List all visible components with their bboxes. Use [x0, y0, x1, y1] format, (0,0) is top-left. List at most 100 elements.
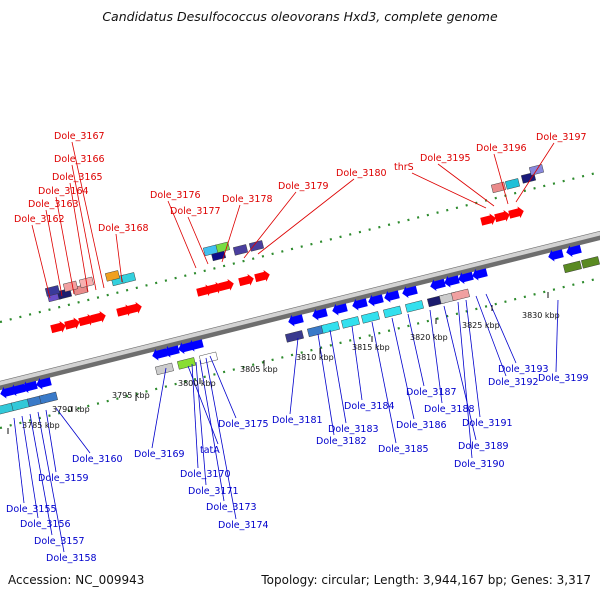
accession-text: Accession: NC_009943	[8, 573, 145, 587]
forward-gene-label: Dole_3165	[52, 172, 103, 183]
forward-leader-line	[167, 200, 197, 269]
reverse-gene-arrow	[10, 383, 26, 397]
reverse-leader-line	[195, 361, 207, 486]
reverse-leader-line	[289, 337, 299, 415]
reverse-gene-label: Dole_3156	[20, 519, 71, 530]
reverse-feature-block	[39, 391, 58, 405]
forward-feature-block	[490, 181, 507, 194]
forward-gene-arrow	[90, 310, 106, 324]
reverse-leader-line	[429, 309, 443, 404]
forward-gene-label: Dole_3178	[222, 194, 273, 205]
reverse-gene-arrow	[368, 294, 384, 307]
forward-leader-line	[187, 216, 209, 265]
forward-gene-label: Dole_3176	[150, 190, 201, 201]
reverse-gene-label: Dole_3158	[46, 553, 97, 564]
reverse-gene-arrow	[548, 249, 564, 262]
reverse-leader-line	[475, 295, 507, 377]
reverse-leader-line	[485, 293, 517, 364]
reverse-gene-label: Dole_3185	[378, 444, 429, 455]
scale-tick-label: 3805 kbp	[240, 365, 278, 374]
reverse-gene-arrow	[458, 271, 474, 285]
reverse-leader-line	[209, 355, 237, 419]
forward-gene-arrow	[480, 213, 496, 226]
reverse-feature-block	[383, 305, 402, 319]
reverse-gene-label: Dole_3159	[38, 473, 89, 484]
reverse-leader-line	[37, 411, 65, 553]
reverse-gene-arrow	[352, 298, 368, 311]
forward-leader-line	[437, 163, 495, 207]
reverse-leader-line	[371, 321, 397, 444]
forward-leader-line	[411, 172, 487, 209]
forward-gene-label: Dole_3177	[170, 206, 221, 217]
reverse-gene-label: Dole_3155	[6, 504, 57, 515]
forward-leader-line	[71, 164, 97, 291]
reverse-feature-block	[341, 316, 360, 329]
reverse-gene-arrow	[188, 339, 204, 352]
genome-backbone	[0, 230, 600, 391]
scale-ticks: 3785 kbp 3790 kbp 3795 kbp 3800 kbp 3805 kbp…	[7, 292, 560, 434]
forward-leader-line	[71, 141, 105, 289]
reverse-gene-label: Dole_3182	[316, 436, 367, 447]
forward-gene-arrow	[218, 278, 234, 292]
reverse-gene-arrow	[402, 285, 418, 299]
forward-gene-arrow	[50, 320, 66, 334]
reverse-gene-label: Dole_3170	[180, 469, 231, 480]
reverse-feature-block	[405, 300, 424, 313]
reverse-gene-label: Dole_3181	[272, 415, 323, 426]
reverse-gene-arrow	[312, 308, 328, 321]
feature-blocks	[0, 164, 600, 416]
reverse-leader-line	[205, 357, 237, 520]
forward-feature-block	[504, 178, 521, 190]
forward-feature-block	[120, 272, 137, 284]
forward-feature-block	[62, 280, 79, 293]
reverse-leader-line	[317, 333, 335, 436]
reverse-leader-line	[21, 415, 39, 519]
reverse-feature-block	[581, 256, 600, 269]
reverse-feature-block	[285, 330, 304, 343]
reverse-gene-label: Dole_3160	[72, 454, 123, 465]
reverse-feature-block	[451, 288, 470, 302]
forward-leader-line	[115, 233, 123, 283]
reverse-gene-arrow	[430, 278, 446, 292]
reverse-leader-line	[13, 417, 25, 504]
forward-leader-line	[243, 191, 297, 259]
scale-tick-label: 3830 kbp	[522, 311, 560, 320]
reverse-leader-line	[391, 317, 415, 420]
label-leader-lines	[13, 141, 559, 553]
reverse-gene-label: Dole_3169	[134, 449, 185, 460]
forward-gene-arrow	[238, 273, 254, 287]
reverse-gene-arrow	[164, 345, 180, 358]
reverse-gene-label: Dole_3199	[538, 373, 589, 384]
reverse-feature-block	[361, 311, 380, 324]
reverse-gene-arrow	[384, 290, 400, 303]
reverse-gene-label: Dole_3191	[462, 418, 513, 429]
forward-gene-label: Dole_3163	[28, 199, 79, 210]
forward-leader-line	[69, 182, 89, 293]
reverse-gene-label: Dole_3188	[424, 404, 475, 415]
genome-summary-text: Topology: circular; Length: 3,944,167 bp…	[261, 573, 591, 587]
reverse-gene-label: Dole_3189	[458, 441, 509, 452]
forward-leader-line	[515, 142, 555, 203]
backbone-highlight	[0, 231, 600, 386]
forward-gene-arrow	[494, 209, 510, 223]
gene-labels: Dole_3162 Dole_3163 Dole_3164 Dole_3165 Dole…	[6, 131, 589, 564]
reverse-feature-block	[11, 398, 30, 412]
forward-gene-label: Dole_3195	[420, 153, 471, 164]
reverse-gene-label: Dole_3184	[344, 401, 395, 412]
reverse-gene-label: Dole_3174	[218, 520, 269, 531]
scale-tick-label: 3795 kbp	[112, 391, 150, 400]
reverse-feature-block	[155, 362, 174, 376]
reverse-feature-block	[321, 321, 340, 334]
reverse-feature-block	[199, 351, 218, 365]
forward-gene-label: thrS	[394, 162, 414, 173]
scale-tick-label: 3810 kbp	[296, 353, 334, 362]
reverse-gene-label: Dole_3171	[188, 486, 239, 497]
forward-gene-label: Dole_3164	[38, 186, 89, 197]
scale-tick-label: 3790 kbp	[52, 405, 90, 414]
scale-tick-label: 3800 kbp	[178, 379, 216, 388]
reverse-gene-label: Dole_3173	[206, 502, 257, 513]
reverse-gene-arrow	[288, 314, 304, 327]
reverse-leader-line	[443, 305, 477, 441]
